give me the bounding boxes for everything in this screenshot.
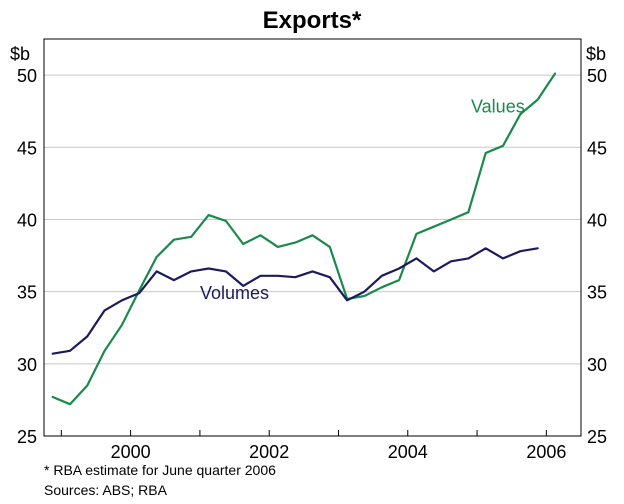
y-tick-label-left-50: 50 (17, 66, 37, 86)
chart-title: Exports* (263, 7, 362, 34)
y-tick-label-right-35: 35 (587, 283, 607, 303)
y-tick-label-right-40: 40 (587, 210, 607, 230)
y-tick-label-left-35: 35 (17, 283, 37, 303)
y-tick-label-right-25: 25 (587, 427, 607, 447)
x-tick-label-2000: 2000 (111, 442, 151, 462)
series-label-volumes: Volumes (200, 283, 269, 303)
x-tick-label-2004: 2004 (388, 442, 428, 462)
y-tick-label-left-45: 45 (17, 138, 37, 158)
y-tick-label-right-45: 45 (587, 138, 607, 158)
chart-footnote: * RBA estimate for June quarter 2006 (44, 462, 276, 478)
y-tick-label-right-30: 30 (587, 355, 607, 375)
x-tick-label-2006: 2006 (526, 442, 566, 462)
y-tick-label-right-50: 50 (587, 66, 607, 86)
y-unit-left: $b (10, 44, 30, 64)
series-label-values: Values (471, 97, 525, 117)
series-line-volumes (51, 247, 539, 355)
plot-frame (43, 38, 582, 437)
x-tick-label-2002: 2002 (249, 442, 289, 462)
y-tick-label-left-30: 30 (17, 355, 37, 375)
series-line-values (51, 72, 557, 406)
y-unit-right: $b (586, 44, 606, 64)
y-tick-label-left-40: 40 (17, 210, 37, 230)
chart-sources: Sources: ABS; RBA (44, 482, 167, 498)
y-tick-label-left-25: 25 (17, 427, 37, 447)
